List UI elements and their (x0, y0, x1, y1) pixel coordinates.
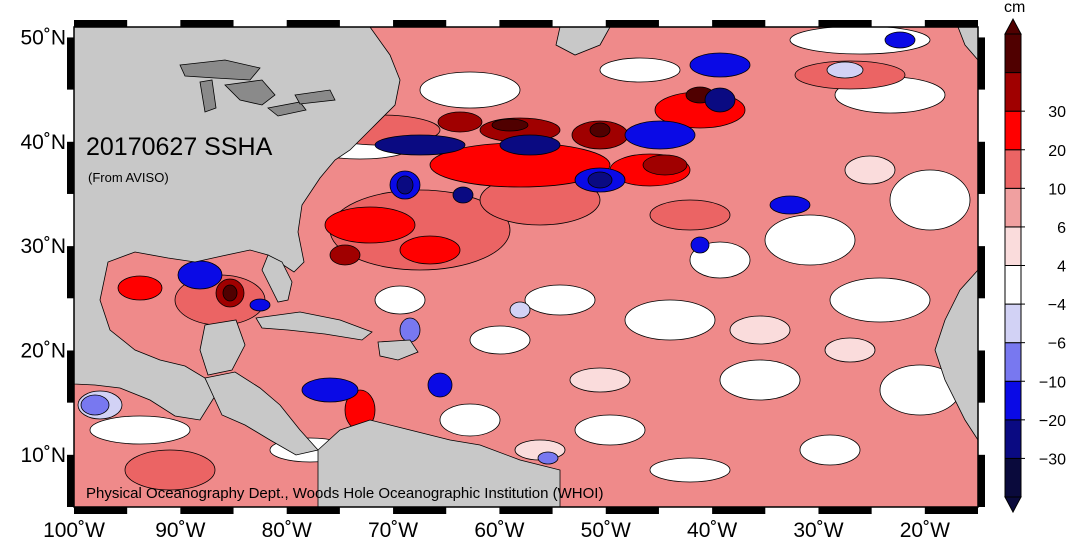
colorbar-bin (1004, 457, 1022, 498)
frame-tick-segment (393, 20, 447, 27)
map-title: 20170627 SSHA (86, 133, 273, 161)
colorbar: cm −30 −20 −10 −6 −4 4 6 10 20 30 (1004, 0, 1066, 514)
frame-tick-segment (712, 20, 766, 27)
frame-tick-segment (712, 507, 766, 514)
longitude-tick-label: 60˚W (474, 519, 524, 542)
great-lakes (179, 59, 336, 117)
latitude-tick-label: 40˚N (20, 131, 66, 154)
frame-tick-segment (67, 350, 74, 403)
frame-tick-segment (978, 141, 985, 194)
longitude-tick-label: 90˚W (155, 519, 205, 542)
frame-tick-segment (180, 20, 234, 27)
longitude-tick-label: 50˚W (581, 519, 631, 542)
data-source-note: (From AVISO) (88, 170, 169, 185)
colorbar-label: −20 (1039, 413, 1066, 430)
colorbar-bin (1004, 187, 1022, 228)
cuba-land (255, 311, 373, 341)
frame-tick-segment (818, 507, 872, 514)
frame-tick-segment (74, 20, 128, 27)
longitude-labels: 100˚W 90˚W 80˚W 70˚W 60˚W 50˚W 40˚W 30˚W 20˚W (43, 519, 950, 542)
frame-tick-segment (180, 507, 234, 514)
colorbar-unit: cm (1004, 0, 1025, 16)
longitude-tick-label: 70˚W (368, 519, 418, 542)
latitude-tick-label: 50˚N (20, 26, 66, 49)
frame-tick-segment (978, 350, 985, 403)
colorbar-bin (1004, 303, 1022, 344)
colorbar-label: 30 (1048, 104, 1066, 121)
frame-tick-segment (67, 141, 74, 194)
greenland-edge-land (957, 27, 978, 61)
colorbar-label: 10 (1048, 181, 1066, 198)
colorbar-bottom-arrow (1004, 496, 1022, 514)
frame-tick-segment (605, 507, 659, 514)
colorbar-label: 4 (1057, 259, 1066, 276)
frame-tick-segment (818, 20, 872, 27)
newfoundland-land (555, 27, 611, 56)
florida-land (261, 254, 293, 303)
credit-line: Physical Oceanography Dept., Woods Hole … (86, 485, 603, 502)
longitude-tick-label: 20˚W (900, 519, 950, 542)
latitude-labels: 50˚N 40˚N 30˚N 20˚N 10˚N (20, 26, 66, 466)
frame-ticks (67, 20, 985, 514)
latitude-tick-label: 20˚N (20, 339, 66, 362)
frame-tick-segment (978, 246, 985, 299)
longitude-tick-label: 30˚W (793, 519, 843, 542)
colorbar-bin (1004, 419, 1022, 459)
frame-tick-segment (978, 37, 985, 90)
frame-tick-segment (924, 20, 978, 27)
colorbar-label: 20 (1048, 143, 1066, 160)
colorbar-bin (1004, 149, 1022, 189)
land-masses (74, 27, 978, 507)
frame-tick-segment (499, 507, 553, 514)
frame-tick-segment (924, 507, 978, 514)
colorbar-top-arrow (1004, 17, 1022, 35)
colorbar-bin (1004, 380, 1022, 421)
frame-tick-segment (286, 507, 340, 514)
yucatan-land (199, 319, 246, 376)
colorbar-bin (1004, 342, 1022, 382)
south-america-land (317, 419, 561, 507)
colorbar-label: −6 (1048, 336, 1066, 353)
frame-tick-segment (67, 454, 74, 507)
map-plot-area (74, 27, 978, 507)
longitude-tick-label: 80˚W (262, 519, 312, 542)
longitude-tick-label: 40˚W (687, 519, 737, 542)
frame-tick-segment (67, 37, 74, 90)
frame-tick-segment (286, 20, 340, 27)
colorbar-label: −30 (1039, 451, 1066, 468)
colorbar-bin (1004, 226, 1022, 267)
latitude-tick-label: 10˚N (20, 444, 66, 467)
africa-land (934, 269, 978, 441)
longitude-tick-label: 100˚W (43, 519, 105, 542)
colorbar-bin (1004, 110, 1022, 151)
colorbar-label: −10 (1039, 374, 1066, 391)
colorbar-label: 6 (1057, 220, 1066, 237)
frame-tick-segment (499, 20, 553, 27)
colorbar-label: −4 (1048, 297, 1066, 314)
latitude-tick-label: 30˚N (20, 235, 66, 258)
frame-tick-segment (74, 507, 128, 514)
frame-tick-segment (67, 246, 74, 299)
colorbar-bin (1004, 265, 1022, 305)
hispaniola-land (377, 339, 419, 361)
colorbar-bin (1004, 33, 1022, 74)
frame-tick-segment (393, 507, 447, 514)
frame-tick-segment (605, 20, 659, 27)
colorbar-bin (1004, 72, 1022, 112)
frame-tick-segment (978, 454, 985, 507)
north-america-land (74, 27, 401, 421)
